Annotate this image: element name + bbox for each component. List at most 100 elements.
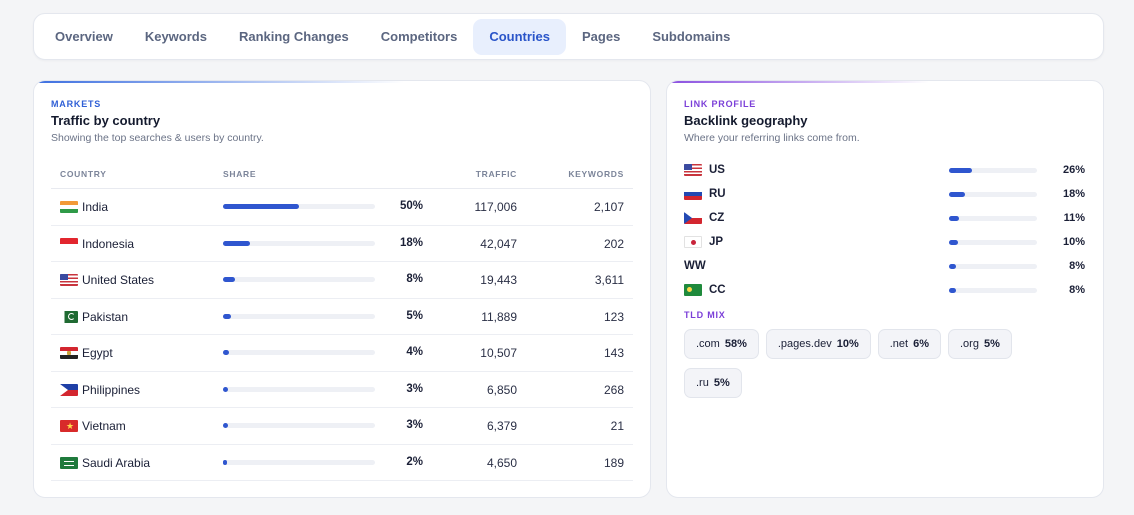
share-bar-track [223, 386, 375, 392]
tld-name: .net [889, 338, 909, 350]
country-name: Vietnam [82, 419, 126, 433]
share-bar-fill [223, 459, 227, 465]
country-cell: Philippines [60, 383, 140, 397]
country-table-body: India 50% 117,006 2,107 Indonesia 18% 42,047 20… [51, 189, 633, 481]
table-row[interactable]: United States 8% 19,443 3,611 [51, 262, 633, 299]
geo-percent: 8% [1069, 284, 1085, 296]
column-header-traffic[interactable]: TRAFFIC [475, 169, 517, 179]
geo-percent: 18% [1062, 188, 1085, 200]
geo-row[interactable]: JP 10% [684, 231, 1087, 255]
traffic-value: 4,650 [486, 455, 517, 470]
column-header-country[interactable]: COUNTRY [60, 169, 107, 179]
tld-chip[interactable]: .com 58% [684, 329, 759, 359]
share-value: 4% [406, 346, 423, 358]
tab-ranking-changes[interactable]: Ranking Changes [238, 29, 349, 44]
geo-bar-track [949, 288, 1037, 293]
geo-bar-track [949, 168, 1037, 173]
geo-code: WW [684, 260, 706, 272]
table-row[interactable]: Indonesia 18% 42,047 202 [51, 226, 633, 262]
pakistan-flag-icon [60, 310, 78, 323]
tab-subdomains[interactable]: Subdomains [652, 29, 731, 44]
share-bar-track [223, 313, 375, 319]
geo-bar-track [949, 264, 1037, 269]
country-name: Philippines [82, 382, 141, 397]
card-eyebrow: LINK PROFILE [684, 99, 757, 109]
share-bar-fill [223, 350, 230, 355]
traffic-value: 6,379 [486, 419, 517, 433]
country-cell: Indonesia [60, 237, 134, 251]
table-row[interactable]: Saudi Arabia 2% 4,650 189 [51, 445, 633, 481]
geo-country: CZ [684, 212, 724, 224]
column-header-share[interactable]: SHARE [223, 169, 257, 179]
indonesia-flag-icon [60, 237, 78, 250]
tld-chip[interactable]: .pages.dev 10% [765, 329, 871, 359]
share-bar-fill [223, 423, 228, 428]
geo-bar-track [949, 216, 1037, 221]
tld-chip[interactable]: .org 5% [948, 329, 1012, 359]
geo-code: RU [709, 188, 726, 200]
geo-percent: 8% [1069, 260, 1085, 272]
share-bar-track [223, 204, 375, 209]
tab-pages[interactable]: Pages [582, 29, 621, 44]
us-flag-icon [60, 274, 78, 286]
tld-chip[interactable]: .net 6% [877, 329, 941, 359]
us-flag-icon [684, 164, 702, 176]
table-row[interactable]: Egypt 4% 10,507 143 [51, 335, 633, 372]
country-cell: India [60, 200, 108, 214]
country-cell: Egypt [60, 346, 113, 360]
tab-competitors[interactable]: Competitors [380, 29, 458, 44]
japan-flag-icon [684, 236, 702, 248]
share-bar-fill [223, 204, 299, 209]
share-bar-track [223, 423, 375, 428]
tld-chip[interactable]: .ru 5% [684, 368, 742, 398]
tld-mix-label: TLD MIX [684, 310, 726, 320]
india-flag-icon [60, 201, 78, 213]
tab-countries[interactable]: Countries [473, 18, 566, 55]
cocos-islands-flag-icon [684, 284, 702, 296]
column-header-keywords[interactable]: KEYWORDS [568, 169, 624, 179]
share-value: 3% [406, 419, 423, 431]
keywords-value: 189 [603, 455, 624, 470]
traffic-value: 42,047 [480, 236, 517, 251]
geo-code: CZ [709, 212, 725, 224]
geo-row[interactable]: WW 8% [684, 255, 1087, 279]
tld-percent: 58% [724, 338, 747, 350]
philippines-flag-icon [60, 383, 78, 396]
table-header: COUNTRY SHARE TRAFFIC KEYWORDS [51, 161, 633, 189]
country-name: United States [82, 273, 155, 287]
tld-percent: 6% [913, 338, 929, 350]
geo-bar-track [949, 192, 1037, 197]
tld-name: .org [960, 338, 979, 350]
traffic-value: 10,507 [480, 346, 517, 360]
keywords-value: 123 [603, 309, 624, 324]
backlink-geo-list: US 26% RU 18% CZ 11% JP 10% WW 8% CC 8% [684, 159, 1087, 303]
geo-code: US [709, 164, 725, 176]
table-row[interactable]: India 50% 117,006 2,107 [51, 189, 633, 226]
country-cell: ★ Vietnam [60, 419, 126, 433]
geo-row[interactable]: CC 8% [684, 279, 1087, 303]
geo-bar-track [949, 240, 1037, 245]
table-row[interactable]: Philippines 3% 6,850 268 [51, 372, 633, 408]
geo-country: RU [684, 188, 726, 200]
geo-row[interactable]: US 26% [684, 159, 1087, 183]
country-cell: Pakistan [60, 310, 128, 324]
table-row[interactable]: ★ Vietnam 3% 6,379 21 [51, 408, 633, 445]
traffic-value: 11,889 [481, 309, 517, 324]
keywords-value: 2,107 [593, 200, 624, 214]
vietnam-flag-icon: ★ [60, 420, 78, 432]
share-bar-track [223, 350, 375, 355]
country-name: Pakistan [82, 309, 129, 324]
country-cell: Saudi Arabia [60, 456, 150, 470]
tab-keywords[interactable]: Keywords [144, 29, 207, 44]
geo-bar-fill [949, 240, 958, 245]
geo-row[interactable]: CZ 11% [684, 207, 1087, 231]
geo-bar-fill [949, 264, 957, 269]
geo-row[interactable]: RU 18% [684, 183, 1087, 207]
table-row[interactable]: Pakistan 5% 11,889 123 [51, 299, 633, 335]
share-bar-track [223, 277, 375, 282]
tld-percent: 5% [713, 377, 730, 389]
geo-country: CC [684, 284, 726, 296]
tab-overview[interactable]: Overview [55, 29, 113, 44]
czech-flag-icon [684, 212, 702, 224]
traffic-value: 117,006 [474, 200, 518, 214]
